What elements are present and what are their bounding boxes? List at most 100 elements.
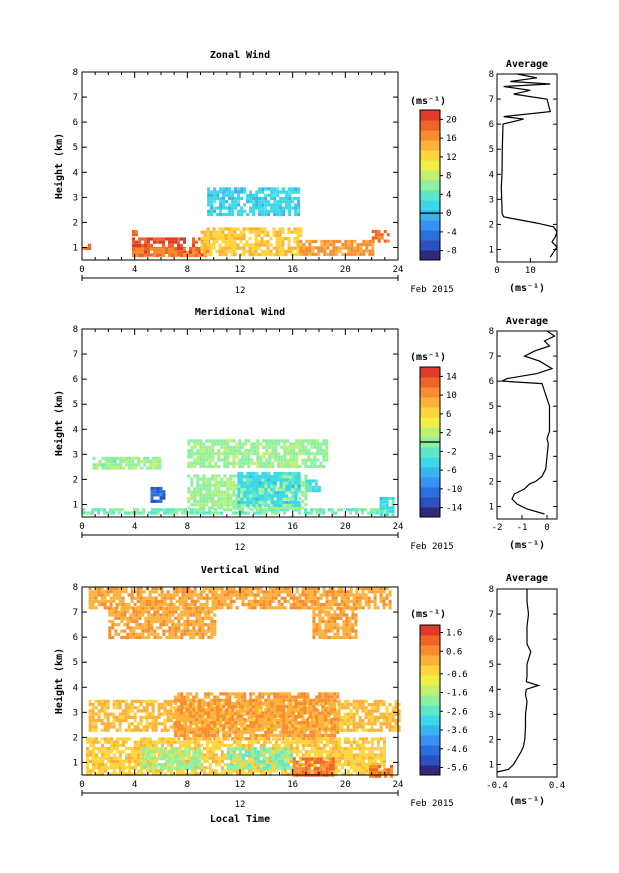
heatmap-cell bbox=[257, 243, 261, 247]
heatmap-cell bbox=[270, 487, 274, 492]
heatmap-cell bbox=[240, 187, 244, 191]
heatmap-cell bbox=[291, 481, 295, 485]
heatmap-cell bbox=[216, 206, 220, 210]
heatmap-cell bbox=[265, 452, 269, 456]
heatmap-cell bbox=[153, 619, 157, 624]
heatmap-cell bbox=[177, 626, 181, 630]
heatmap-cell bbox=[255, 708, 259, 712]
heatmap-cell bbox=[184, 596, 188, 600]
heatmap-cell bbox=[379, 506, 383, 510]
heatmap-cell bbox=[199, 725, 203, 729]
heatmap-cell bbox=[187, 593, 191, 597]
heatmap-cell bbox=[233, 253, 237, 257]
heatmap-cell bbox=[215, 249, 219, 253]
heatmap-cell bbox=[223, 603, 227, 607]
average-title: Average bbox=[506, 59, 548, 70]
heatmap-cell bbox=[237, 471, 241, 476]
heatmap-cell bbox=[370, 706, 374, 710]
heatmap-cell bbox=[289, 590, 293, 594]
heatmap-cell bbox=[257, 253, 261, 257]
heatmap-cell bbox=[348, 626, 352, 630]
heatmap-cell bbox=[367, 511, 370, 515]
heatmap-cell bbox=[364, 599, 368, 603]
heatmap-cell bbox=[219, 196, 223, 201]
colorbar-swatch bbox=[420, 397, 440, 408]
heatmap-cell bbox=[239, 233, 243, 237]
heatmap-cell bbox=[219, 721, 223, 725]
heatmap-cell bbox=[89, 769, 92, 773]
heatmap-cell bbox=[112, 715, 116, 719]
heatmap-cell bbox=[103, 606, 107, 610]
heatmap-cell bbox=[234, 701, 238, 706]
heatmap-cell bbox=[361, 511, 364, 515]
heatmap-cell bbox=[309, 733, 313, 738]
heatmap-cell bbox=[309, 730, 313, 734]
heatmap-cell bbox=[154, 722, 158, 726]
heatmap-cell bbox=[127, 712, 131, 716]
heatmap-cell bbox=[149, 463, 153, 467]
heatmap-cell bbox=[103, 725, 107, 729]
heatmap-cell bbox=[181, 743, 185, 747]
heatmap-cell bbox=[195, 250, 198, 254]
heatmap-cell bbox=[351, 635, 355, 640]
heatmap-cell bbox=[235, 699, 239, 703]
heatmap-cell bbox=[151, 769, 155, 773]
heatmap-cell bbox=[213, 607, 217, 611]
heatmap-cell bbox=[252, 212, 256, 217]
heatmap-cell bbox=[279, 724, 283, 728]
heatmap-cell bbox=[220, 703, 224, 707]
colorbar-swatch bbox=[420, 180, 440, 191]
heatmap-cell bbox=[270, 203, 274, 207]
heatmap-cell bbox=[286, 593, 290, 597]
heatmap-cell bbox=[118, 511, 121, 515]
heatmap-cell bbox=[354, 616, 358, 620]
heatmap-cell bbox=[288, 203, 292, 207]
heatmap-cell bbox=[314, 489, 318, 493]
heatmap-cell bbox=[289, 596, 293, 600]
heatmap-cell bbox=[189, 247, 192, 251]
heatmap-cell bbox=[330, 619, 334, 624]
heatmap-cell bbox=[180, 613, 184, 617]
heatmap-cell bbox=[229, 503, 233, 507]
heatmap-cell bbox=[232, 511, 235, 515]
heatmap-cell bbox=[276, 494, 280, 498]
heatmap-cell bbox=[241, 461, 245, 465]
heatmap-cell bbox=[307, 511, 310, 515]
heatmap-cell bbox=[259, 490, 263, 494]
heatmap-cell bbox=[171, 626, 175, 630]
heatmap-cell bbox=[277, 590, 281, 594]
y-axis-label: Height (km) bbox=[53, 133, 65, 199]
heatmap-cell bbox=[255, 733, 259, 738]
heatmap-cell bbox=[121, 596, 125, 600]
heatmap-cell bbox=[88, 722, 92, 726]
heatmap-cell bbox=[361, 725, 365, 729]
heatmap-cell bbox=[333, 730, 337, 734]
heatmap-cell bbox=[373, 587, 377, 591]
heatmap-cell bbox=[256, 442, 260, 446]
heatmap-cell bbox=[258, 494, 262, 498]
heatmap-cell bbox=[254, 253, 258, 257]
heatmap-cell bbox=[343, 703, 347, 707]
heatmap-cell bbox=[240, 701, 244, 706]
heatmap-cell bbox=[217, 474, 221, 478]
heatmap-cell bbox=[283, 596, 287, 600]
heatmap-cell bbox=[382, 503, 386, 507]
heatmap-cell bbox=[275, 230, 279, 234]
heatmap-cell bbox=[334, 599, 338, 603]
heatmap-cell bbox=[172, 737, 176, 741]
heatmap-cell bbox=[333, 613, 337, 617]
heatmap-cell bbox=[187, 452, 191, 456]
heatmap-cell bbox=[249, 206, 253, 210]
heatmap-cell bbox=[112, 699, 116, 703]
heatmap-cell bbox=[213, 187, 217, 191]
heatmap-cell bbox=[137, 460, 141, 464]
heatmap-cell bbox=[271, 596, 275, 600]
heatmap-cell bbox=[220, 587, 224, 591]
heatmap-cell bbox=[259, 508, 262, 512]
heatmap-cell bbox=[279, 497, 283, 501]
heatmap-cell bbox=[264, 717, 268, 722]
heatmap-cell bbox=[186, 613, 190, 617]
heatmap-cell bbox=[133, 725, 137, 729]
